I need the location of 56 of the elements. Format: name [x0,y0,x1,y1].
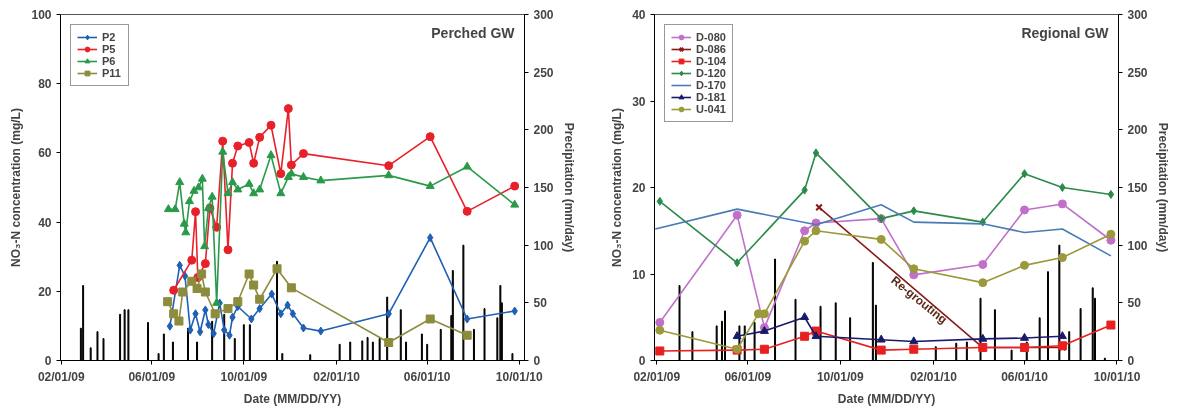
y2-axis-title: Precipitation (mm/day) [1155,122,1170,253]
y2-tick-label: 100 [1127,238,1148,253]
y2-tick-label: 50 [533,296,548,311]
y-tick-label: 80 [38,77,52,92]
legend-label: U-041 [696,103,726,115]
y2-tick-label: 250 [533,65,554,80]
x-tick-label: 02/01/09 [633,369,681,384]
legend-label: D-120 [696,67,726,79]
x-tick-label: 06/01/09 [724,369,772,384]
y2-tick-label: 50 [1127,296,1142,311]
y-tick-label: 0 [44,354,52,368]
y-tick-label: 10 [632,267,646,282]
x-axis-title: Date (MM/DD/YY) [243,391,342,406]
y2-tick-label: 300 [1127,8,1148,22]
x-tick-label: 10/01/09 [220,369,268,384]
x-tick-label: 02/01/10 [313,369,361,384]
legend-label: P2 [102,31,117,43]
x-tick-label: 06/01/10 [403,369,451,384]
x-tick-label: 02/01/10 [910,369,958,384]
x-tick-label: 10/01/09 [816,369,864,384]
legend-label: D-104 [696,55,726,67]
x-tick-label: 06/01/09 [128,369,176,384]
y-tick-label: 0 [638,354,646,368]
legend-label: P11 [102,67,122,79]
y2-tick-label: 200 [533,123,554,138]
y-tick-label: 40 [38,215,52,230]
y2-tick-label: 300 [533,8,554,22]
y2-tick-label: 100 [533,238,554,253]
x-tick-label: 06/01/10 [1001,369,1049,384]
x-axis-title: Date (MM/DD/YY) [837,391,936,406]
y-tick-label: 60 [38,146,52,161]
y-tick-label: 100 [31,8,52,22]
legend-label: P6 [102,55,117,67]
text: Regional GW [1021,24,1110,41]
y2-axis-title: Precipitation (mm/day) [561,122,576,253]
legend-label: D-181 [696,91,726,103]
x-tick-label: 10/01/10 [1093,369,1141,384]
y-tick-label: 20 [38,284,52,299]
y-tick-label: 20 [632,181,646,195]
x-tick-label: 02/01/09 [37,369,85,384]
legend-label: D-080 [696,31,726,43]
y2-tick-label: 150 [1127,181,1148,195]
y2-tick-label: 200 [1127,123,1148,138]
text: Perched GW [431,24,516,41]
legend-label: D-086 [696,43,726,55]
y-axis-title: NO₃-N concentration (mg/L) [9,108,24,267]
y2-tick-label: 150 [533,181,554,195]
y2-tick-label: 0 [1127,354,1135,368]
y2-tick-label: 250 [1127,65,1148,80]
y-tick-label: 40 [632,8,646,22]
legend-label: P5 [102,43,117,55]
y2-tick-label: 0 [533,354,541,368]
x-tick-label: 10/01/10 [495,369,543,384]
legend-label: D-170 [696,79,726,91]
y-tick-label: 30 [632,94,646,109]
y-axis-title: NO₃-N concentration (mg/L) [610,108,625,267]
